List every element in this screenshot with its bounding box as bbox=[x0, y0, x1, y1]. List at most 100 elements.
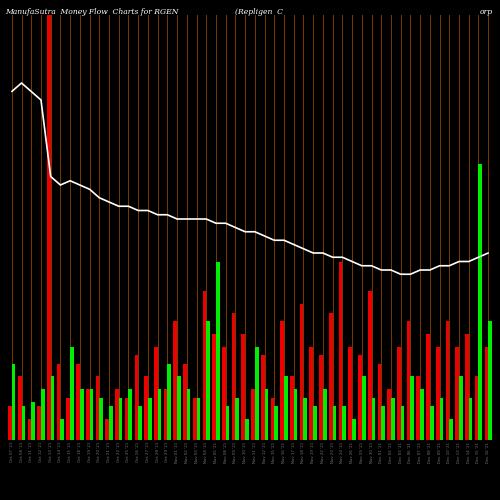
Bar bbox=[56, 364, 60, 440]
Bar bbox=[28, 419, 31, 440]
Bar bbox=[478, 164, 482, 440]
Bar bbox=[406, 321, 410, 440]
Bar bbox=[70, 346, 74, 440]
Bar bbox=[329, 312, 332, 440]
Bar bbox=[342, 406, 346, 440]
Bar bbox=[158, 389, 162, 440]
Bar bbox=[358, 355, 362, 440]
Bar bbox=[12, 364, 16, 440]
Bar bbox=[236, 398, 239, 440]
Text: orp: orp bbox=[480, 8, 493, 16]
Bar bbox=[284, 376, 288, 440]
Bar bbox=[381, 406, 385, 440]
Text: ManufaSutra  Money Flow  Charts for RGEN: ManufaSutra Money Flow Charts for RGEN bbox=[5, 8, 178, 16]
Bar bbox=[125, 398, 128, 440]
Bar bbox=[100, 398, 103, 440]
Bar bbox=[310, 346, 313, 440]
Bar bbox=[134, 355, 138, 440]
Bar bbox=[22, 406, 25, 440]
Bar bbox=[226, 406, 230, 440]
Bar bbox=[86, 389, 90, 440]
Bar bbox=[90, 389, 94, 440]
Bar bbox=[397, 346, 400, 440]
Bar bbox=[450, 419, 453, 440]
Bar bbox=[183, 364, 187, 440]
Bar bbox=[216, 262, 220, 440]
Bar bbox=[388, 389, 391, 440]
Bar bbox=[168, 364, 171, 440]
Bar bbox=[323, 389, 326, 440]
Bar bbox=[468, 398, 472, 440]
Bar bbox=[319, 355, 323, 440]
Bar bbox=[304, 398, 307, 440]
Bar bbox=[255, 346, 258, 440]
Bar bbox=[430, 406, 434, 440]
Bar bbox=[115, 389, 119, 440]
Bar bbox=[456, 346, 459, 440]
Bar bbox=[41, 389, 44, 440]
Bar bbox=[372, 398, 375, 440]
Bar bbox=[138, 406, 142, 440]
Bar bbox=[264, 389, 268, 440]
Bar bbox=[410, 376, 414, 440]
Bar bbox=[440, 398, 444, 440]
Bar bbox=[148, 398, 152, 440]
Bar bbox=[362, 376, 366, 440]
Bar bbox=[76, 364, 80, 440]
Bar bbox=[488, 321, 492, 440]
Bar bbox=[164, 389, 168, 440]
Bar bbox=[60, 419, 64, 440]
Bar bbox=[280, 321, 284, 440]
Bar bbox=[261, 355, 264, 440]
Bar bbox=[348, 346, 352, 440]
Bar bbox=[187, 389, 190, 440]
Bar bbox=[420, 389, 424, 440]
Bar bbox=[202, 291, 206, 440]
Bar bbox=[300, 304, 304, 440]
Bar bbox=[47, 15, 50, 440]
Bar bbox=[245, 419, 249, 440]
Bar bbox=[18, 376, 22, 440]
Bar bbox=[96, 376, 100, 440]
Bar bbox=[416, 376, 420, 440]
Bar bbox=[484, 346, 488, 440]
Bar bbox=[313, 406, 317, 440]
Bar bbox=[144, 376, 148, 440]
Bar bbox=[177, 376, 181, 440]
Bar bbox=[31, 402, 35, 440]
Bar bbox=[128, 389, 132, 440]
Bar bbox=[212, 334, 216, 440]
Bar bbox=[290, 376, 294, 440]
Bar bbox=[400, 406, 404, 440]
Bar bbox=[232, 312, 235, 440]
Bar bbox=[8, 406, 12, 440]
Bar bbox=[391, 398, 394, 440]
Bar bbox=[193, 398, 196, 440]
Bar bbox=[174, 321, 177, 440]
Bar bbox=[196, 398, 200, 440]
Bar bbox=[465, 334, 469, 440]
Bar bbox=[338, 262, 342, 440]
Bar bbox=[274, 406, 278, 440]
Bar bbox=[294, 389, 298, 440]
Bar bbox=[80, 389, 84, 440]
Bar bbox=[436, 346, 440, 440]
Bar bbox=[50, 376, 54, 440]
Bar bbox=[242, 334, 245, 440]
Bar bbox=[270, 398, 274, 440]
Bar bbox=[119, 398, 122, 440]
Bar bbox=[352, 419, 356, 440]
Bar bbox=[206, 321, 210, 440]
Bar bbox=[475, 376, 478, 440]
Bar bbox=[426, 334, 430, 440]
Bar bbox=[378, 364, 382, 440]
Bar bbox=[332, 406, 336, 440]
Bar bbox=[368, 291, 372, 440]
Bar bbox=[222, 346, 226, 440]
Bar bbox=[446, 321, 450, 440]
Bar bbox=[459, 376, 462, 440]
Text: (Repligen  C: (Repligen C bbox=[235, 8, 283, 16]
Bar bbox=[109, 406, 112, 440]
Bar bbox=[66, 398, 70, 440]
Bar bbox=[154, 346, 158, 440]
